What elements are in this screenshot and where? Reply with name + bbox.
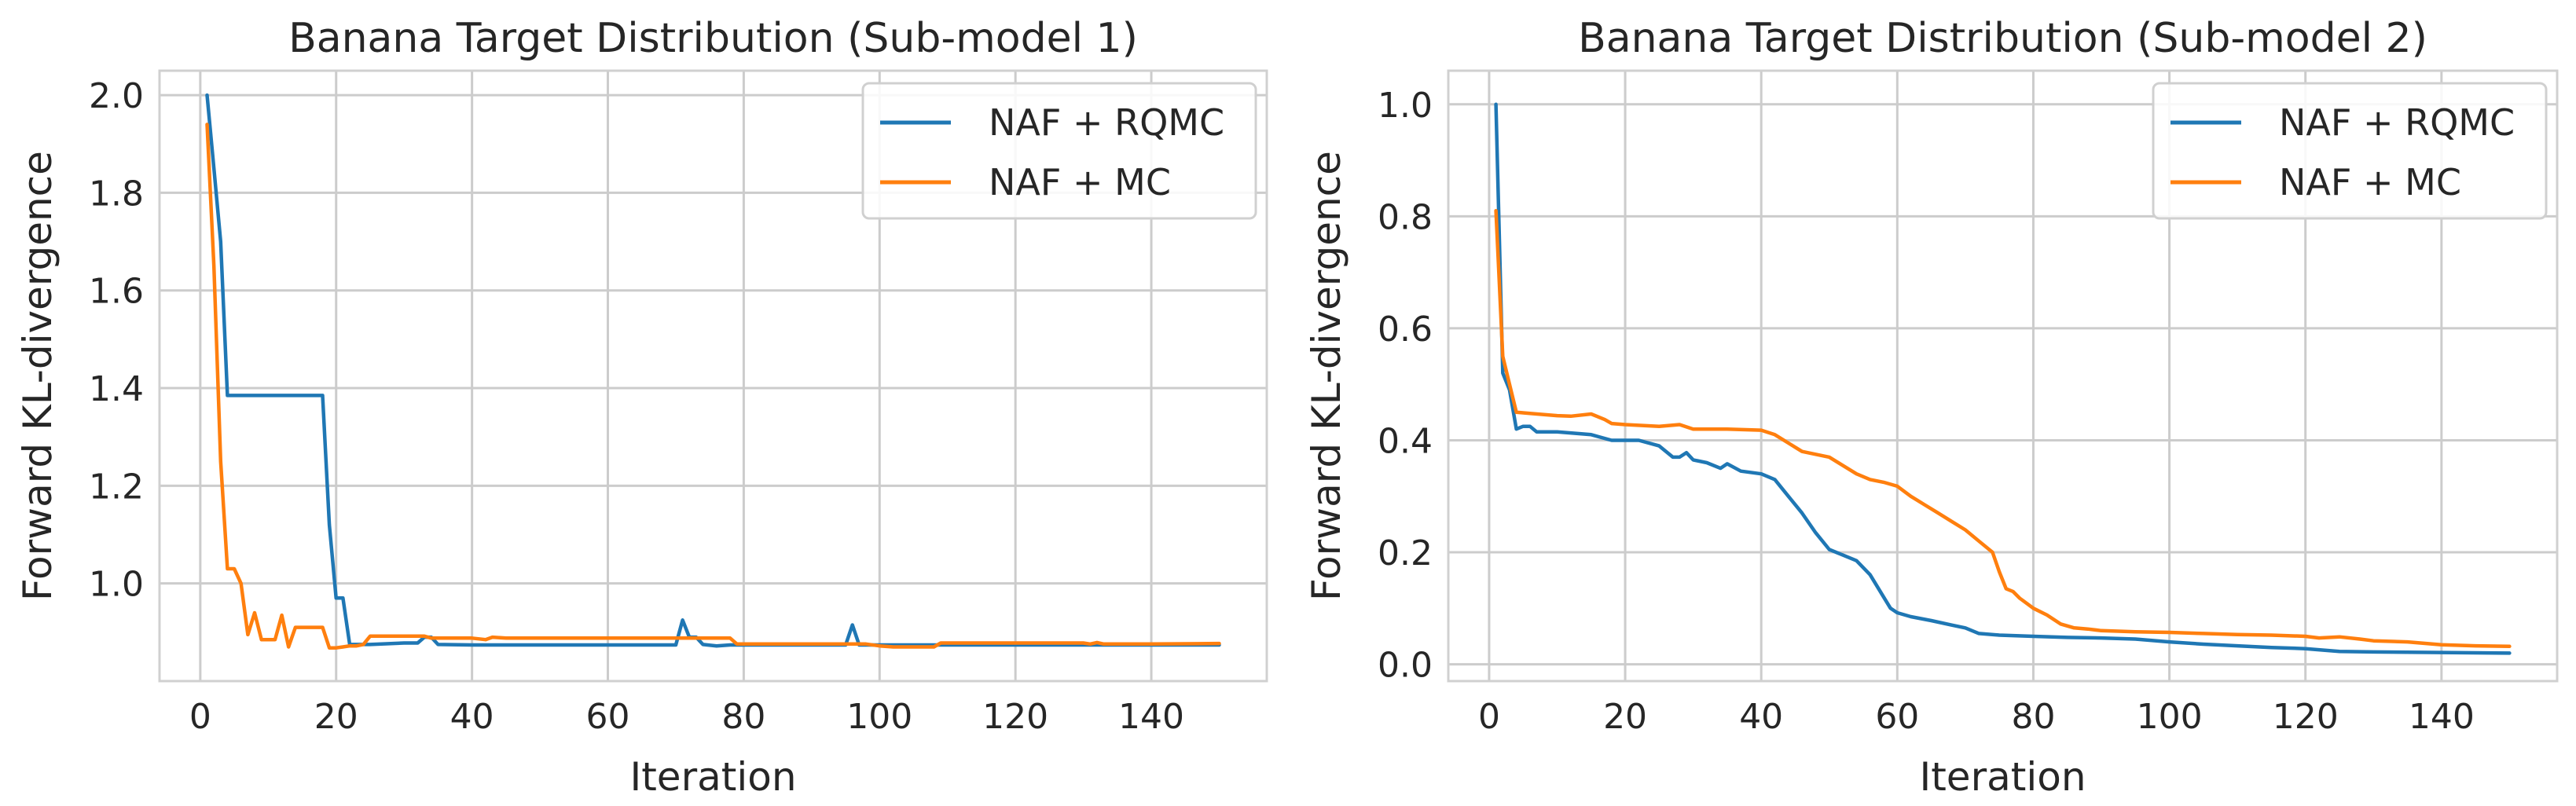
x-tick-label: 40 (450, 697, 494, 737)
x-tick-label: 40 (1739, 697, 1783, 737)
x-axis-title: Iteration (629, 754, 796, 800)
chart-title: Banana Target Distribution (Sub-model 2) (1578, 15, 2427, 62)
x-tick-label: 140 (1118, 697, 1184, 737)
series-line-naf-mc (1494, 208, 2512, 649)
legend: NAF + RQMC NAF + MC (2152, 82, 2548, 220)
x-tick-label: 80 (2011, 697, 2055, 737)
y-tick-label: 1.0 (89, 565, 144, 605)
legend-label: NAF + MC (989, 161, 1171, 203)
x-tick-label: 60 (586, 697, 630, 737)
x-axis-title: Iteration (1919, 754, 2086, 800)
y-tick-label: 1.8 (89, 174, 144, 214)
plot-frame (158, 69, 1268, 683)
y-tick-label: 0.6 (1378, 310, 1433, 350)
x-tick-label: 140 (2409, 697, 2475, 737)
chart-title: Banana Target Distribution (Sub-model 1) (288, 15, 1138, 62)
x-tick-label: 60 (1875, 697, 1919, 737)
legend-box (2152, 82, 2548, 220)
y-axis-title: Forward KL-divergence (15, 151, 61, 601)
x-tick-label: 120 (982, 697, 1048, 737)
y-tick-label: 1.2 (89, 467, 144, 507)
y-tick-label: 2.0 (89, 76, 144, 116)
legend-label: NAF + MC (2279, 161, 2461, 203)
legend-label: NAF + RQMC (989, 101, 1224, 144)
x-tick-label: 100 (846, 697, 912, 737)
y-tick-label: 0.8 (1378, 197, 1433, 237)
x-tick-label: 20 (314, 697, 358, 737)
y-tick-label: 0.0 (1378, 646, 1433, 686)
x-tick-label: 120 (2273, 697, 2339, 737)
y-tick-label: 1.0 (1378, 86, 1433, 126)
legend-label: NAF + RQMC (2279, 101, 2515, 144)
y-axis-title: Forward KL-divergence (1304, 151, 1349, 601)
y-tick-label: 0.4 (1378, 421, 1433, 461)
legend: NAF + RQMC NAF + MC (861, 82, 1257, 220)
series-line-naf-rqmc (205, 93, 1221, 648)
legend-box (861, 82, 1257, 220)
x-tick-label: 80 (721, 697, 765, 737)
series-line-naf-rqmc (1494, 102, 2512, 655)
x-tick-label: 20 (1603, 697, 1647, 737)
x-tick-label: 0 (1478, 697, 1500, 737)
chart-panel-1: 0 20 40 60 80 100 120 140 1.0 1.2 1.4 1.6 1.8 2.0 Bana… (15, 15, 1268, 800)
y-tick-label: 0.2 (1378, 533, 1433, 573)
x-tick-label: 100 (2137, 697, 2203, 737)
series-line-naf-mc (205, 123, 1221, 650)
y-tick-label: 1.6 (89, 272, 144, 312)
y-tick-label: 1.4 (89, 369, 144, 409)
chart-panel-2: 0 20 40 60 80 100 120 140 0.0 0.2 0.4 0.6 0.8 1.0 Bana… (1304, 15, 2559, 800)
plot-frame (1447, 69, 2559, 683)
x-tick-label: 0 (189, 697, 211, 737)
